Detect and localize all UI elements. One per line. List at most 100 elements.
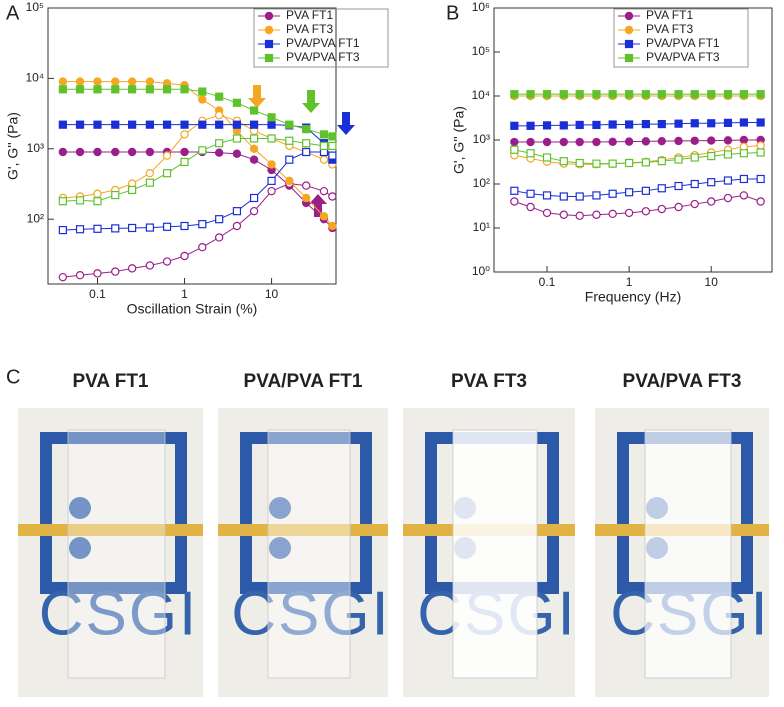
marker — [723, 136, 733, 145]
marker — [232, 134, 242, 143]
marker — [592, 137, 601, 147]
marker — [723, 118, 733, 127]
marker — [707, 178, 716, 187]
marker — [180, 221, 189, 231]
marker — [641, 207, 651, 216]
marker — [328, 192, 337, 201]
marker — [302, 147, 311, 157]
y-tick-label: 10² — [27, 211, 44, 225]
marker — [93, 147, 102, 157]
marker — [285, 136, 294, 145]
marker — [58, 197, 67, 206]
y-tick-label: 10² — [473, 176, 490, 190]
marker — [575, 192, 584, 201]
legend-label: PVA FT3 — [286, 22, 333, 36]
marker — [756, 141, 765, 150]
logo-square — [40, 432, 187, 594]
marker — [75, 147, 85, 157]
legend-label: PVA FT3 — [646, 22, 693, 36]
marker — [180, 85, 189, 94]
marker — [756, 174, 765, 184]
marker — [526, 90, 535, 99]
marker — [319, 130, 329, 139]
marker — [180, 147, 189, 157]
photo: CSGI — [218, 408, 389, 697]
marker — [302, 139, 311, 148]
marker — [674, 119, 683, 128]
marker — [93, 189, 102, 198]
marker — [641, 119, 650, 129]
marker — [58, 77, 68, 86]
legend-marker — [624, 53, 634, 63]
marker — [657, 184, 666, 193]
photo: CSGI — [18, 408, 203, 697]
marker — [510, 186, 519, 195]
marker — [319, 155, 329, 164]
marker — [75, 225, 85, 234]
marker — [198, 87, 207, 96]
panel-label: B — [446, 2, 459, 24]
panel-label: A — [6, 2, 20, 24]
marker — [111, 120, 120, 129]
y-tick-label: 10³ — [473, 132, 490, 146]
marker — [542, 153, 552, 162]
series-line — [514, 121, 761, 127]
marker — [145, 261, 155, 270]
marker — [723, 193, 733, 203]
marker — [739, 118, 748, 127]
marker — [58, 120, 67, 129]
marker — [145, 85, 154, 94]
y-tick-label: 10⁰ — [472, 264, 490, 278]
marker — [214, 233, 224, 242]
marker — [180, 130, 189, 139]
arrow — [309, 194, 327, 217]
marker — [690, 119, 699, 128]
marker — [608, 137, 617, 147]
legend-label: PVA/PVA FT3 — [286, 50, 360, 64]
legend-marker — [624, 39, 634, 49]
arrow — [302, 90, 320, 113]
marker — [249, 120, 259, 129]
marker — [510, 145, 519, 154]
y-axis-label: G', G'' (Pa) — [451, 106, 467, 174]
y-tick-label: 10⁵ — [472, 44, 490, 58]
marker — [625, 188, 634, 197]
marker — [198, 220, 207, 229]
marker — [145, 178, 154, 187]
marker — [180, 251, 189, 261]
marker — [232, 207, 242, 216]
marker — [592, 191, 601, 200]
marker — [145, 223, 154, 232]
y-tick-label: 10⁶ — [472, 0, 490, 14]
marker — [641, 158, 650, 167]
marker — [592, 90, 601, 99]
y-tick-label: 10⁴ — [471, 88, 490, 102]
marker — [641, 90, 650, 99]
marker — [249, 106, 259, 115]
x-tick-label: 1 — [181, 287, 188, 301]
marker — [510, 137, 519, 147]
marker — [127, 77, 137, 86]
rod — [18, 524, 203, 536]
logo-dot — [269, 537, 291, 559]
x-axis-label: Oscillation Strain (%) — [127, 301, 258, 317]
marker — [542, 137, 552, 147]
legend-marker — [264, 11, 274, 21]
marker — [58, 85, 67, 94]
marker — [93, 269, 102, 278]
marker — [128, 120, 137, 129]
marker — [249, 155, 259, 164]
marker — [301, 193, 311, 203]
marker — [267, 120, 276, 129]
marker — [128, 185, 137, 195]
marker — [328, 132, 337, 141]
marker — [111, 85, 120, 94]
marker — [690, 179, 699, 189]
marker — [707, 197, 716, 206]
marker — [559, 137, 568, 147]
marker — [559, 210, 568, 219]
marker — [674, 155, 683, 164]
series-line — [514, 149, 761, 165]
legend-label: PVA/PVA FT3 — [646, 50, 720, 64]
